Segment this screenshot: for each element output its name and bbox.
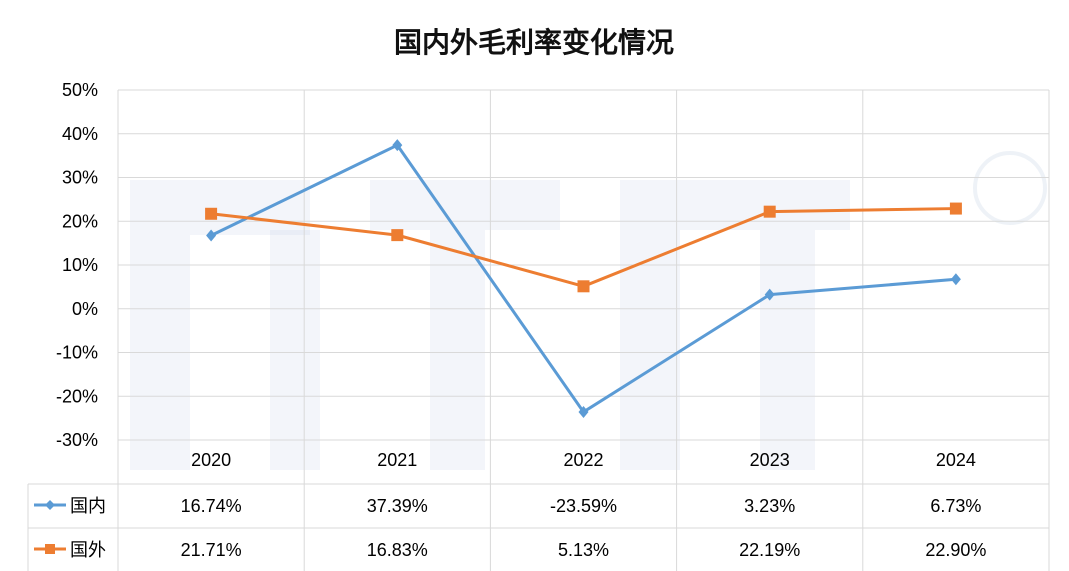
- data-table: 2020 2021 2022 2023 2024 国内 16.74% 37.39% -23.59…: [27, 450, 1049, 571]
- table-cell: 6.73%: [930, 496, 981, 516]
- data-point: [577, 280, 590, 293]
- table-cell: -23.59%: [550, 496, 617, 516]
- data-point: [205, 207, 218, 220]
- legend-marker-1: [45, 544, 55, 554]
- table-cell: 3.23%: [744, 496, 795, 516]
- table-cell: 22.90%: [925, 540, 986, 560]
- table-cell: 22.19%: [739, 540, 800, 560]
- data-point: [206, 229, 217, 242]
- x-tick-label: 2020: [191, 450, 231, 470]
- data-point: [764, 288, 775, 301]
- legend-marker-0: [45, 500, 55, 510]
- y-tick-label: -30%: [56, 430, 98, 450]
- table-cell: 5.13%: [558, 540, 609, 560]
- gridlines: [117, 89, 1050, 571]
- x-tick-label: 2023: [750, 450, 790, 470]
- y-tick-label: 40%: [62, 124, 98, 144]
- y-tick-label: 30%: [62, 168, 98, 188]
- table-cell: 16.74%: [181, 496, 242, 516]
- legend-label: 国外: [70, 540, 106, 561]
- data-point: [949, 202, 962, 215]
- chart-title: 国内外毛利率变化情况: [394, 26, 674, 59]
- y-axis-ticks: 50% 40% 30% 20% 10% 0% -10% -20% -30%: [56, 80, 98, 450]
- y-tick-label: -10%: [56, 343, 98, 363]
- y-tick-label: -20%: [56, 386, 98, 406]
- legend-label: 国内: [70, 496, 106, 517]
- x-tick-label: 2022: [563, 450, 603, 470]
- watermark-logo: [130, 151, 1047, 470]
- table-cell: 21.71%: [181, 540, 242, 560]
- data-point: [950, 273, 961, 286]
- table-cell: 16.83%: [367, 540, 428, 560]
- data-point: [392, 139, 403, 152]
- series-lines: [205, 139, 962, 418]
- y-tick-label: 20%: [62, 211, 98, 231]
- table-cell: 37.39%: [367, 496, 428, 516]
- x-tick-label: 2024: [936, 450, 976, 470]
- y-tick-label: 10%: [62, 255, 98, 275]
- data-point: [391, 229, 404, 242]
- x-tick-label: 2021: [377, 450, 417, 470]
- y-tick-label: 0%: [72, 299, 98, 319]
- data-point: [578, 405, 589, 418]
- data-point: [763, 205, 776, 218]
- y-tick-label: 50%: [62, 80, 98, 100]
